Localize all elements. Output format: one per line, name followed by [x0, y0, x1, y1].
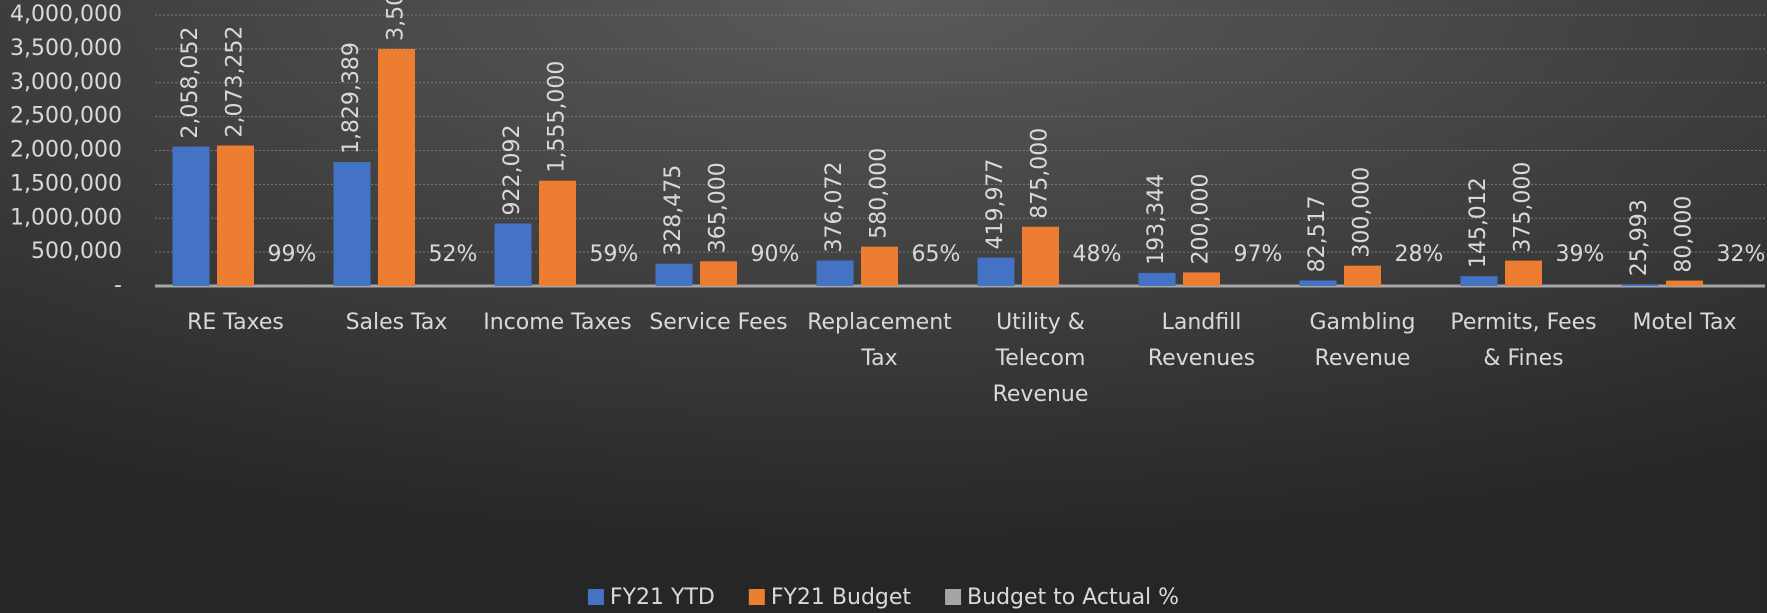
data-label: 328,475 [661, 165, 686, 256]
data-label: 875,000 [1028, 128, 1053, 219]
bar [378, 48, 415, 286]
x-tick-label-line: & Fines [1483, 346, 1563, 371]
legend-label: Budget to Actual % [967, 585, 1179, 610]
data-label: 80,000 [1672, 196, 1697, 273]
x-tick-label: Replacement Tax [807, 310, 952, 371]
x-tick-label-line: Revenue [1315, 346, 1411, 371]
x-tick-label: RE Taxes [187, 310, 284, 335]
x-tick-label-line: Revenues [1148, 346, 1255, 371]
y-tick-label: 3,000,000 [10, 70, 122, 95]
data-label: 28% [1395, 242, 1444, 267]
data-label: 32% [1717, 242, 1766, 267]
data-label: 580,000 [867, 148, 892, 239]
x-tick-label-line: Replacement [807, 310, 952, 335]
x-tick-label-line: Revenue [993, 382, 1089, 407]
x-tick-label: Gambling Revenue [1309, 310, 1415, 371]
legend-swatch [748, 589, 765, 605]
data-label: 922,092 [500, 125, 525, 216]
legend-label: FY21 YTD [610, 585, 715, 610]
data-label: 365,000 [706, 162, 731, 253]
data-label: 65% [912, 242, 961, 267]
data-label: 145,012 [1466, 177, 1491, 268]
y-tick-label: 1,000,000 [10, 205, 122, 230]
data-label: 376,072 [822, 162, 847, 253]
bar [1022, 226, 1059, 286]
x-tick-label-line: Landfill [1162, 310, 1242, 335]
y-tick-label: 500,000 [31, 239, 122, 264]
legend-swatch [587, 589, 604, 605]
x-tick-label: Landfill Revenues [1148, 310, 1255, 371]
x-tick-label: Sales Tax [346, 310, 448, 335]
data-label: 1,555,000 [545, 61, 570, 173]
data-label: 3,500,000 [384, 0, 409, 41]
x-tick-label: Utility & Telecom Revenue [993, 310, 1089, 407]
bar [1344, 265, 1381, 286]
data-label: 48% [1073, 242, 1122, 267]
data-label: 82,517 [1305, 195, 1330, 272]
data-label: 2,058,052 [178, 27, 203, 139]
data-label: 1,829,389 [339, 42, 364, 154]
legend-label: FY21 Budget [771, 585, 912, 610]
data-label: 99% [268, 242, 317, 267]
x-tick-label: Income Taxes [483, 310, 632, 335]
data-label: 200,000 [1189, 173, 1214, 264]
bar [861, 246, 898, 286]
bar [816, 260, 854, 286]
x-tick-label: Service Fees [649, 310, 787, 335]
y-tick-label: 3,500,000 [10, 36, 122, 61]
x-tick-label: Motel Tax [1632, 310, 1736, 335]
data-label: 90% [751, 242, 800, 267]
data-label: 193,344 [1144, 174, 1169, 265]
bar [1138, 272, 1176, 286]
x-tick-label-line: Tax [860, 346, 897, 371]
legend-swatch [945, 589, 962, 605]
bar [700, 261, 737, 286]
bar [977, 257, 1015, 286]
bar [1666, 280, 1703, 286]
legend: FY21 YTD FY21 Budget Budget to Actual % [587, 585, 1179, 610]
bar [539, 180, 576, 286]
bar [655, 263, 693, 286]
bar [1505, 260, 1542, 286]
data-label: 52% [429, 242, 478, 267]
bar [1299, 280, 1337, 286]
bar [1460, 276, 1498, 286]
data-label: 300,000 [1350, 167, 1375, 258]
data-label: 375,000 [1511, 162, 1536, 253]
x-tick-label-line: Telecom [995, 346, 1086, 371]
data-label: 97% [1234, 242, 1283, 267]
y-tick-label: - [114, 273, 122, 298]
data-label: 419,977 [983, 159, 1008, 250]
bar [217, 145, 254, 286]
x-tick-label-line: Gambling [1309, 310, 1415, 335]
y-tick-label: 2,000,000 [10, 138, 122, 163]
data-label: 39% [1556, 242, 1605, 267]
bar [333, 162, 371, 286]
bar [1183, 272, 1220, 286]
data-label: 2,073,252 [223, 26, 248, 138]
y-tick-label: 1,500,000 [10, 171, 122, 196]
bar [172, 146, 210, 286]
x-tick-label-line: Utility & [996, 310, 1085, 335]
bar [494, 223, 532, 286]
x-tick-label: Permits, Fees & Fines [1450, 310, 1596, 371]
y-tick-label: 2,500,000 [10, 104, 122, 129]
data-label: 25,993 [1627, 199, 1652, 276]
x-tick-label-line: Permits, Fees [1450, 310, 1596, 335]
data-label: 59% [590, 242, 639, 267]
y-tick-label: 4,000,000 [10, 2, 122, 27]
bar [1621, 284, 1659, 286]
